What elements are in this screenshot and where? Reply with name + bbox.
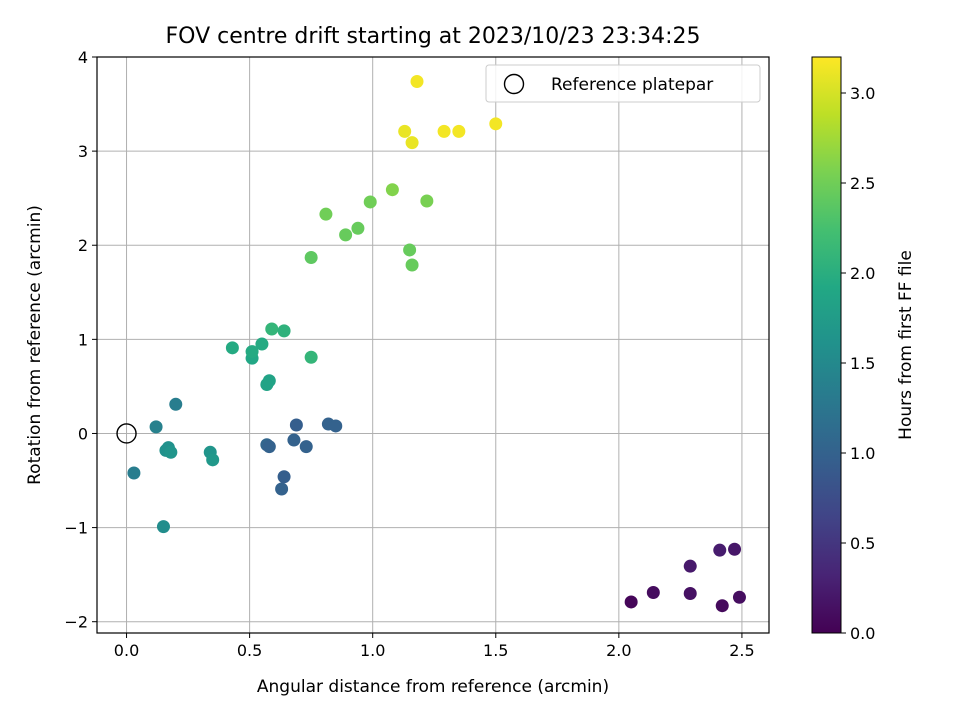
data-point [363, 195, 377, 209]
data-point [262, 374, 276, 388]
y-tick-label: −2 [64, 613, 88, 632]
data-point [405, 136, 419, 150]
data-point [289, 418, 303, 432]
data-point [420, 194, 434, 208]
data-point [385, 183, 399, 197]
legend-entry-reference: Reference platepar [551, 75, 713, 95]
data-point [299, 440, 313, 454]
y-tick-label: 2 [78, 236, 88, 255]
data-point [683, 586, 697, 600]
y-tick-label: 3 [78, 142, 88, 161]
data-point [156, 520, 170, 534]
colorbar-tick-label: 0.5 [850, 534, 875, 553]
data-point [275, 482, 289, 496]
chart-title: FOV centre drift starting at 2023/10/23 … [166, 24, 701, 49]
data-point [410, 74, 424, 88]
data-point [489, 117, 503, 131]
x-tick-label: 2.5 [729, 641, 754, 660]
data-point [262, 440, 276, 454]
data-point [715, 599, 729, 613]
data-point [245, 345, 259, 359]
colorbar-tick-label: 1.0 [850, 444, 875, 463]
data-points [116, 74, 746, 613]
data-point [319, 207, 333, 221]
data-point [398, 124, 412, 138]
x-tick-label: 2.0 [606, 641, 631, 660]
colorbar-tick-label: 0.0 [850, 624, 875, 643]
data-point [206, 453, 220, 467]
data-point [287, 433, 301, 447]
colorbar-tick-label: 3.0 [850, 84, 875, 103]
colorbar-label: Hours from first FF file [896, 250, 916, 440]
x-axis-ticks: 0.0 0.5 1.0 1.5 2.0 2.5 [114, 633, 755, 660]
data-point [127, 466, 141, 480]
x-axis-label: Angular distance from reference (arcmin) [257, 677, 609, 697]
data-point [339, 228, 353, 242]
data-point [304, 250, 318, 264]
data-point [624, 595, 638, 609]
data-point [255, 337, 269, 351]
colorbar-tick-label: 2.5 [850, 174, 875, 193]
y-tick-label: 0 [78, 424, 88, 443]
data-point [277, 324, 291, 338]
data-point [169, 397, 183, 411]
data-point [304, 350, 318, 364]
legend: Reference platepar [485, 64, 761, 103]
y-tick-label: 1 [78, 330, 88, 349]
data-point [732, 590, 746, 604]
y-axis-ticks: −2 −1 0 1 2 3 4 [64, 48, 97, 632]
data-point [452, 124, 466, 138]
data-point [728, 542, 742, 556]
data-point [646, 586, 660, 600]
y-axis-label: Rotation from reference (arcmin) [25, 205, 45, 485]
data-point [277, 470, 291, 484]
data-point [683, 559, 697, 573]
data-point [149, 420, 163, 434]
plot-frame [96, 56, 770, 634]
x-tick-label: 0.0 [114, 641, 139, 660]
x-tick-label: 1.0 [360, 641, 385, 660]
x-tick-label: 1.5 [483, 641, 508, 660]
data-point [405, 258, 419, 272]
data-point [265, 322, 279, 336]
data-point [225, 341, 239, 355]
legend-box [485, 64, 761, 103]
legend-marker-reference [503, 73, 525, 95]
colorbar-ticks: 0.0 0.5 1.0 1.5 2.0 2.5 3.0 [841, 84, 875, 643]
y-tick-label: −1 [64, 519, 88, 538]
data-point [403, 243, 417, 257]
grid [97, 56, 769, 633]
data-point [713, 543, 727, 557]
colorbar-gradient [811, 56, 842, 634]
y-tick-label: 4 [78, 48, 88, 67]
colorbar-tick-label: 2.0 [850, 264, 875, 283]
colorbar: 0.0 0.5 1.0 1.5 2.0 2.5 3.0 Hours from first F… [811, 56, 916, 643]
data-point [329, 419, 343, 433]
colorbar-tick-label: 1.5 [850, 354, 875, 373]
data-point [351, 221, 365, 235]
reference-platepar-marker [116, 423, 137, 444]
data-point [437, 124, 451, 138]
x-tick-label: 0.5 [237, 641, 262, 660]
data-point [164, 445, 178, 459]
